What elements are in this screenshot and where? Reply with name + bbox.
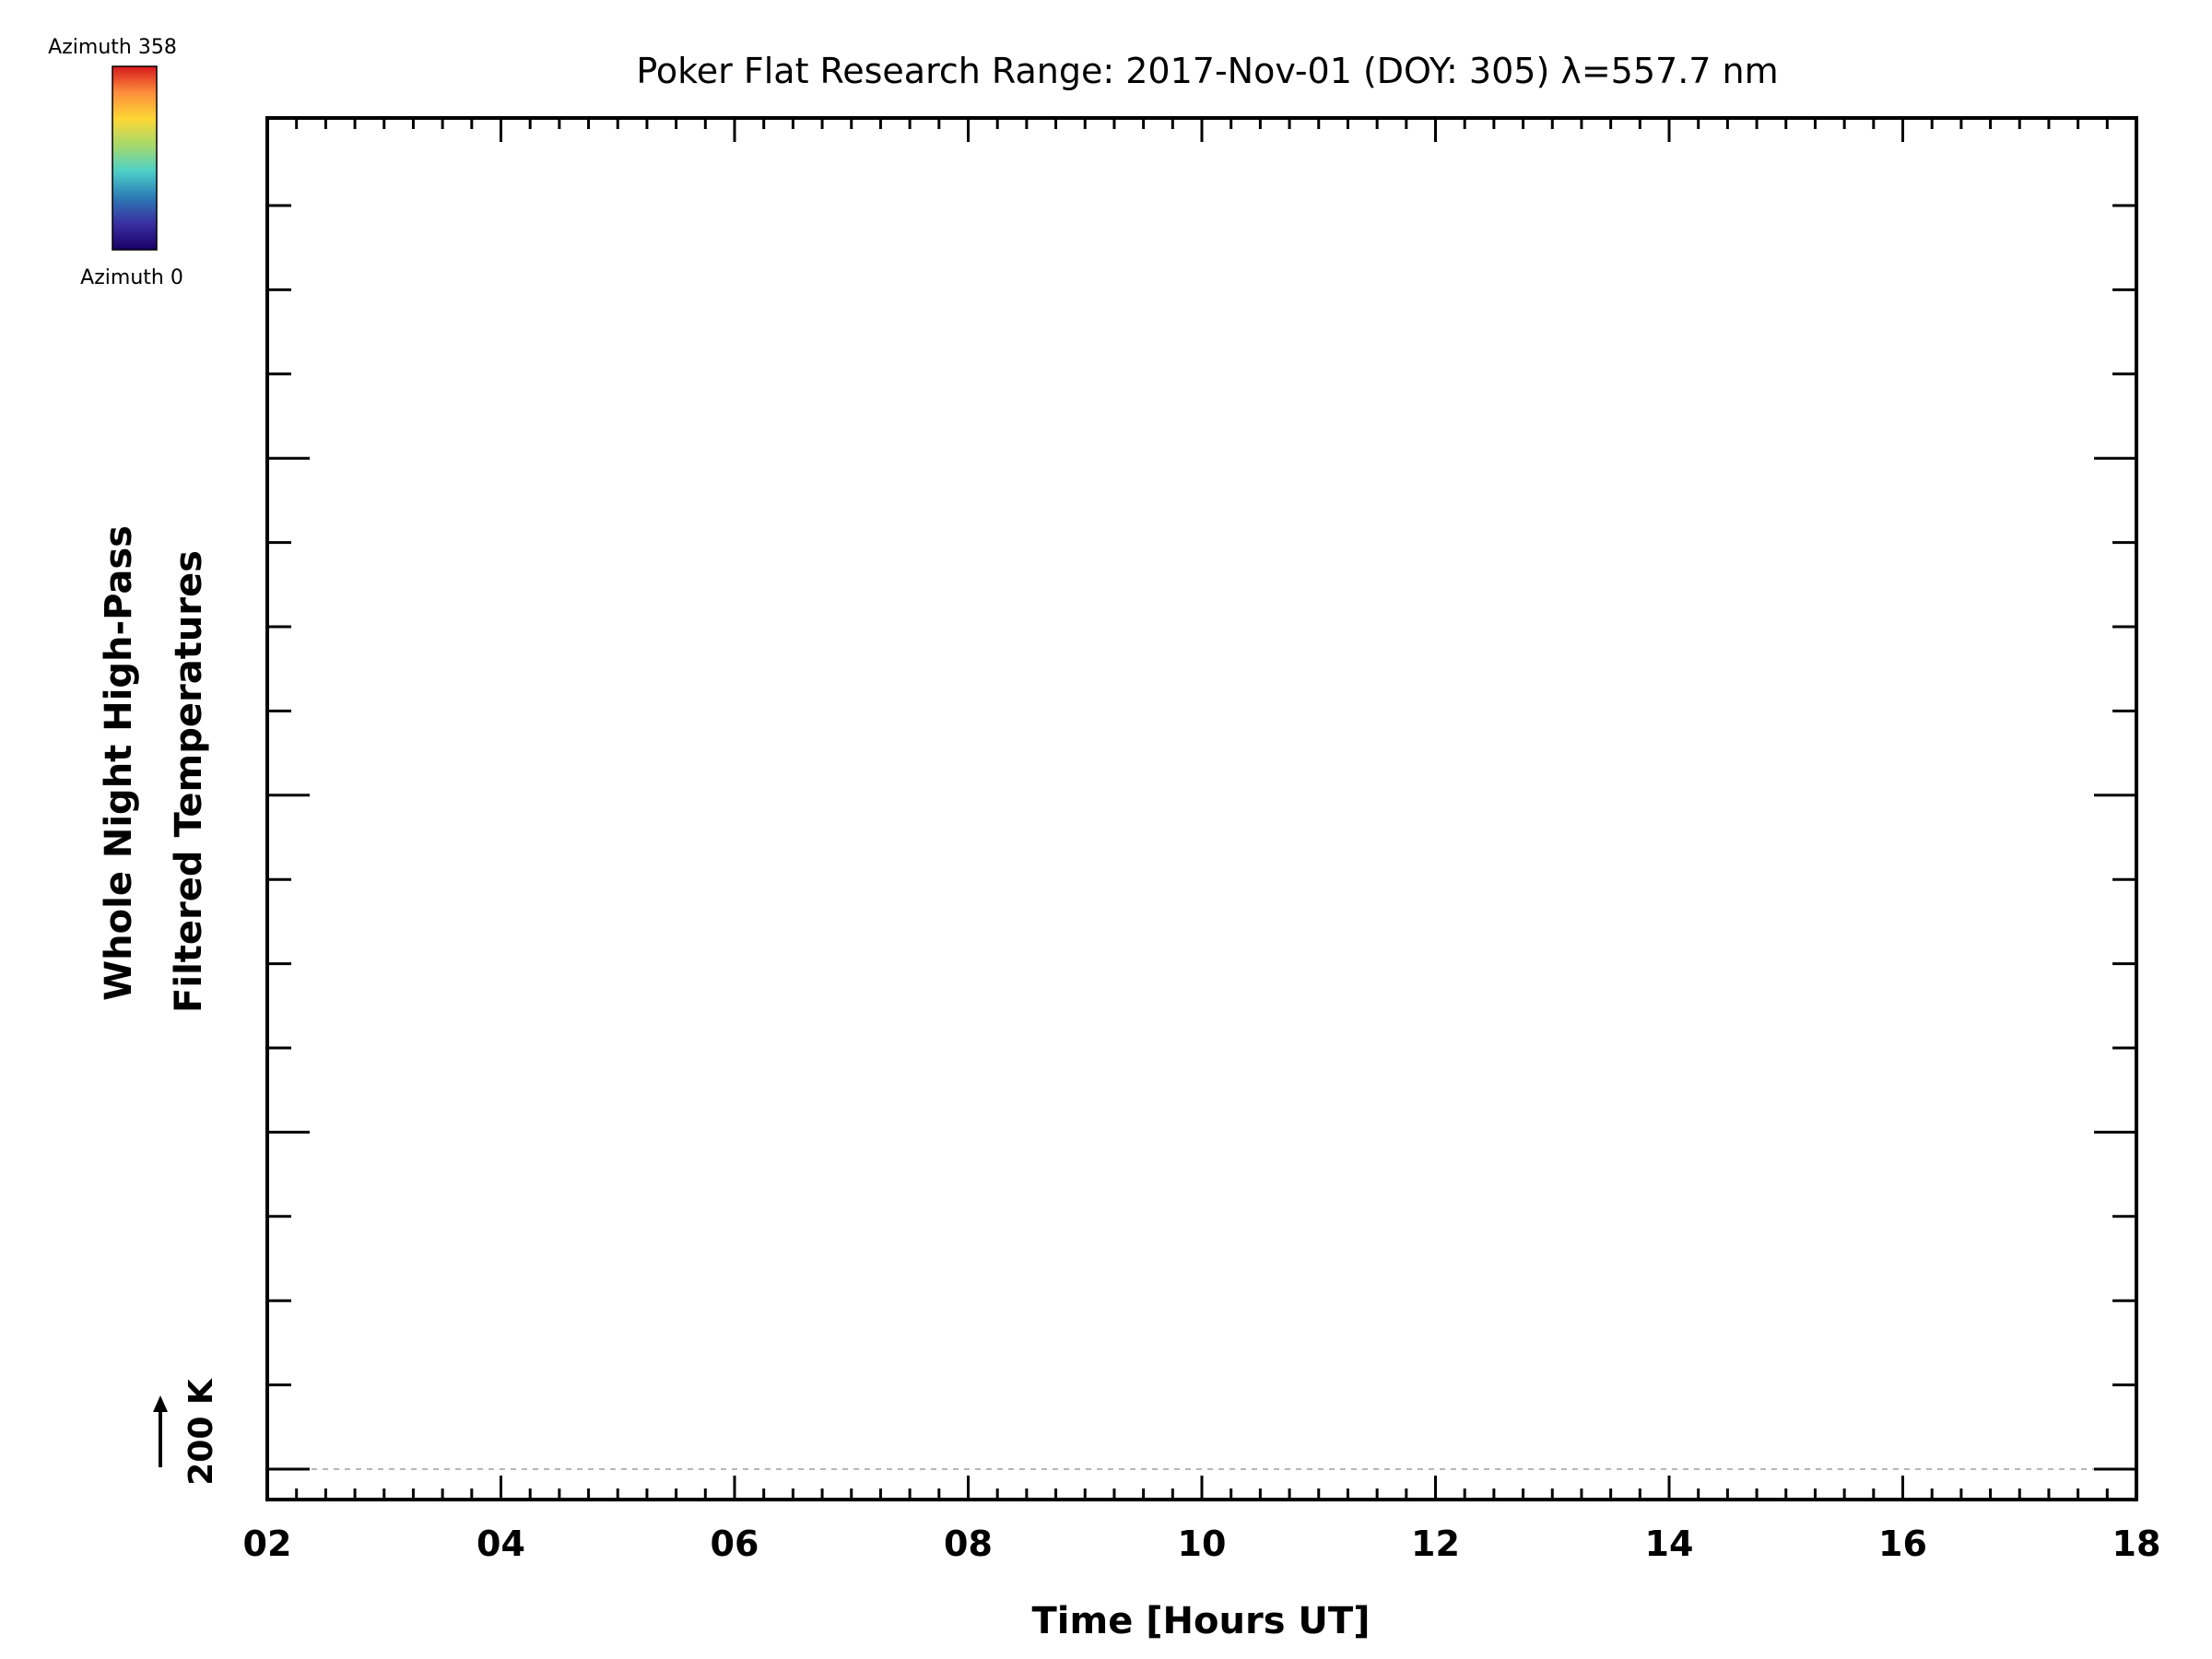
colorbar-bottom-label: Azimuth 0 bbox=[80, 266, 183, 289]
x-tick-label: 06 bbox=[711, 1524, 759, 1564]
x-tick-label: 12 bbox=[1411, 1524, 1460, 1564]
x-tick-label: 08 bbox=[944, 1524, 993, 1564]
scale-label: 200 K bbox=[182, 1378, 220, 1486]
x-tick-label: 16 bbox=[1878, 1524, 1927, 1564]
chart-title: Poker Flat Research Range: 2017-Nov-01 (… bbox=[636, 51, 1778, 91]
y-axis-ticks bbox=[267, 204, 2136, 1471]
colorbar-top-label: Azimuth 358 bbox=[48, 36, 177, 59]
x-tick-label: 04 bbox=[477, 1524, 525, 1564]
x-axis-label: Time [Hours UT] bbox=[1032, 1600, 1371, 1642]
x-tick-label: 02 bbox=[243, 1524, 292, 1564]
x-axis-ticks: 02 04 06 08 10 12 14 16 18 bbox=[243, 118, 2161, 1564]
scale-arrow-head bbox=[153, 1395, 168, 1412]
y-axis-label-line1: Whole Night High-Pass bbox=[98, 525, 140, 1001]
y-axis-label-line2: Filtered Temperatures bbox=[168, 550, 210, 1013]
x-tick-label: 10 bbox=[1178, 1524, 1227, 1564]
colorbar bbox=[112, 65, 158, 251]
x-tick-label: 14 bbox=[1645, 1524, 1694, 1564]
plot-frame bbox=[265, 116, 2138, 1501]
x-tick-label: 18 bbox=[2112, 1524, 2161, 1564]
